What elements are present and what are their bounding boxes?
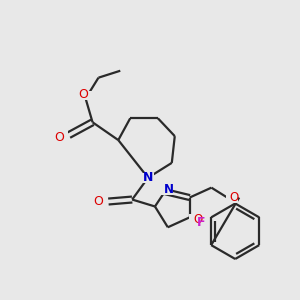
Text: O: O (54, 130, 64, 144)
Text: O: O (193, 213, 202, 226)
Text: F: F (197, 216, 206, 229)
Text: N: N (143, 171, 153, 184)
Bar (197, 215, 209, 225)
Text: O: O (79, 88, 88, 101)
Text: N: N (164, 183, 174, 196)
Bar (54, 130, 68, 140)
Bar (189, 214, 200, 224)
Bar (142, 173, 154, 183)
Text: O: O (230, 191, 239, 204)
Bar (226, 193, 238, 202)
Bar (94, 196, 107, 206)
Bar (161, 185, 173, 195)
Bar (79, 91, 92, 100)
Text: O: O (94, 195, 103, 208)
